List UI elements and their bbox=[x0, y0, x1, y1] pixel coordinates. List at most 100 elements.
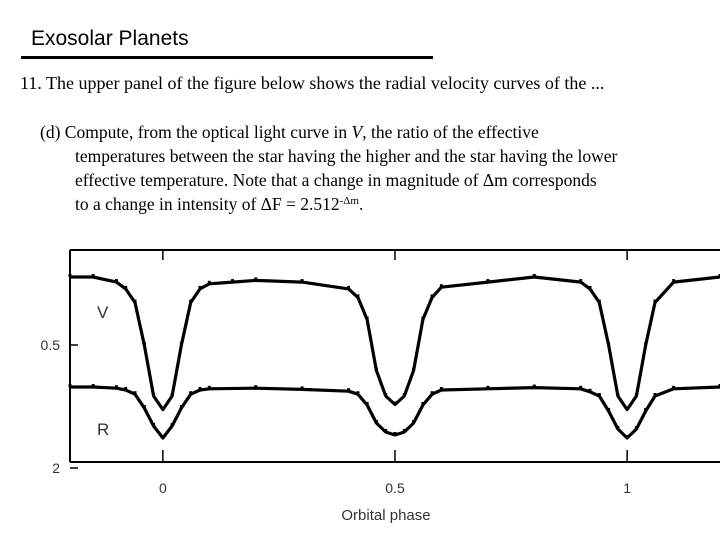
light-curve-v bbox=[70, 275, 720, 412]
part-d-line-4a: to a change in intensity of bbox=[75, 194, 261, 214]
part-d-line-4-end: . bbox=[358, 194, 364, 214]
data-point bbox=[161, 435, 165, 438]
data-point bbox=[421, 402, 425, 405]
data-point bbox=[412, 367, 416, 371]
data-point bbox=[393, 432, 397, 435]
data-point bbox=[607, 408, 611, 411]
light-curves bbox=[68, 274, 720, 440]
data-point bbox=[588, 388, 592, 392]
data-point bbox=[634, 393, 638, 396]
data-point bbox=[300, 386, 304, 390]
data-point bbox=[179, 342, 183, 345]
data-point bbox=[402, 393, 406, 396]
data-point bbox=[161, 406, 165, 410]
data-point bbox=[672, 385, 676, 389]
part-d-text: (d) Compute, from the optical light curv… bbox=[40, 120, 710, 216]
delta-m: Δm bbox=[482, 170, 508, 190]
data-point bbox=[254, 277, 258, 281]
y-tick-label: 2 bbox=[52, 460, 60, 476]
data-point bbox=[634, 426, 638, 429]
data-point bbox=[68, 274, 72, 277]
data-point bbox=[579, 279, 583, 283]
band-v: V bbox=[351, 122, 363, 142]
data-point bbox=[124, 387, 128, 390]
data-point bbox=[170, 393, 174, 396]
data-point bbox=[207, 385, 211, 389]
data-point bbox=[142, 342, 146, 345]
data-point bbox=[486, 279, 490, 283]
part-d-line-3: effective temperature. Note that a chang… bbox=[40, 168, 710, 192]
data-point bbox=[421, 316, 425, 320]
data-point bbox=[625, 435, 629, 438]
data-point bbox=[402, 429, 406, 432]
data-point bbox=[365, 316, 369, 320]
data-point bbox=[597, 299, 601, 303]
flux-formula: ΔF = 2.512 bbox=[260, 194, 340, 214]
data-point bbox=[347, 388, 351, 392]
part-d-line-1a: (d) Compute, from the optical light curv… bbox=[40, 122, 352, 142]
data-point bbox=[486, 385, 490, 389]
data-point bbox=[384, 393, 388, 396]
data-point bbox=[653, 393, 657, 396]
data-point bbox=[207, 280, 211, 284]
data-point bbox=[607, 342, 611, 345]
light-curve-r bbox=[70, 385, 720, 440]
data-point bbox=[384, 429, 388, 432]
data-point bbox=[198, 387, 202, 390]
data-point bbox=[588, 285, 592, 289]
data-point bbox=[231, 279, 234, 283]
data-point bbox=[300, 279, 304, 283]
data-point bbox=[393, 401, 397, 405]
data-point bbox=[114, 385, 118, 389]
x-tick-label: 0 bbox=[159, 480, 167, 496]
data-point bbox=[374, 420, 378, 423]
part-d-line-1: (d) Compute, from the optical light curv… bbox=[40, 120, 710, 144]
data-point bbox=[124, 285, 128, 289]
part-d-line-4: to a change in intensity of ΔF = 2.512-Δ… bbox=[40, 192, 710, 216]
part-d-line-3b: corresponds bbox=[507, 170, 597, 190]
curve-label-v: V bbox=[97, 303, 109, 322]
slide-title: Exosolar Planets bbox=[31, 27, 189, 50]
data-point bbox=[430, 391, 434, 395]
question-text: 11. The upper panel of the figure below … bbox=[20, 73, 605, 93]
data-point bbox=[152, 393, 156, 396]
data-point bbox=[68, 384, 72, 387]
x-axis-label: Orbital phase bbox=[341, 507, 430, 524]
data-point bbox=[616, 426, 620, 429]
data-point bbox=[114, 279, 118, 283]
data-point bbox=[644, 342, 648, 345]
data-point bbox=[189, 391, 193, 395]
part-d-line-1b: , the ratio of the effective bbox=[362, 122, 539, 142]
data-point bbox=[356, 294, 360, 298]
part-d-line-3a: effective temperature. Note that a chang… bbox=[75, 170, 483, 190]
data-point bbox=[625, 406, 629, 410]
data-point bbox=[532, 274, 536, 277]
data-point bbox=[91, 384, 95, 387]
x-tick-label: 0.5 bbox=[385, 480, 405, 496]
axis-labels: V R 0 0.5 1 0.5 2 Orbital phase bbox=[41, 303, 632, 524]
data-point bbox=[672, 279, 676, 283]
formula-exponent: -Δm bbox=[339, 195, 359, 207]
data-point bbox=[653, 299, 657, 303]
data-point bbox=[439, 284, 443, 288]
data-point bbox=[579, 385, 583, 389]
part-d-line-2: temperatures between the star having the… bbox=[75, 146, 618, 166]
x-tick-label: 1 bbox=[623, 480, 631, 496]
y-tick-label: 0.5 bbox=[41, 337, 61, 353]
data-point bbox=[189, 299, 193, 303]
data-point bbox=[430, 294, 434, 298]
data-point bbox=[365, 402, 369, 405]
data-point bbox=[616, 393, 620, 396]
data-point bbox=[718, 274, 720, 277]
data-point bbox=[170, 423, 174, 426]
data-point bbox=[644, 408, 648, 411]
data-point bbox=[374, 367, 378, 371]
data-point bbox=[152, 423, 156, 426]
title-underline bbox=[21, 56, 433, 59]
data-point bbox=[412, 420, 416, 423]
data-point bbox=[133, 391, 137, 395]
data-point bbox=[597, 393, 601, 396]
data-point bbox=[439, 387, 443, 390]
data-point bbox=[254, 385, 258, 389]
data-point bbox=[179, 405, 183, 408]
